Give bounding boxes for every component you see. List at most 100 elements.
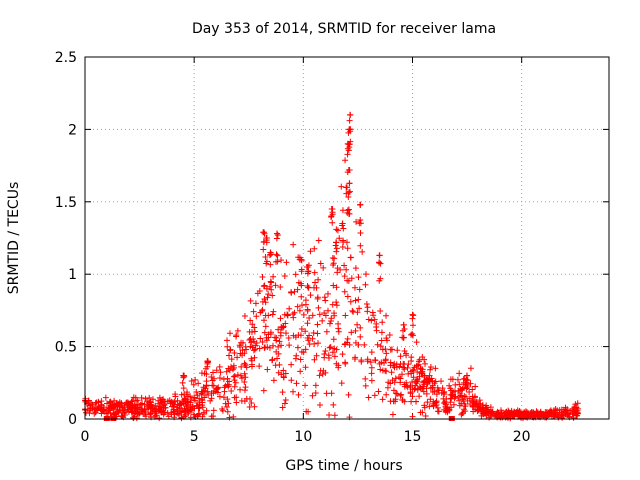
data-point: [234, 354, 241, 361]
data-point: [400, 327, 407, 334]
data-point: [357, 229, 364, 236]
data-point: [344, 151, 351, 158]
data-point: [134, 410, 141, 417]
data-point: [456, 381, 463, 388]
data-point: [179, 379, 186, 386]
data-point: [537, 408, 544, 415]
data-point: [363, 300, 370, 307]
data-point: [551, 411, 558, 418]
data-point: [270, 273, 277, 280]
data-point: [545, 409, 552, 416]
data-point: [251, 328, 258, 335]
data-point: [191, 394, 198, 401]
data-point: [282, 370, 289, 377]
data-point: [460, 397, 467, 404]
data-point: [242, 374, 249, 381]
data-point: [408, 354, 415, 361]
data-point: [329, 301, 336, 308]
data-point: [249, 321, 256, 328]
data-point: [410, 366, 417, 373]
data-point: [234, 327, 241, 334]
data-point: [430, 402, 437, 409]
data-point: [233, 394, 240, 401]
data-point: [119, 407, 126, 414]
data-point: [275, 369, 282, 376]
data-point: [474, 408, 481, 415]
data-point: [184, 407, 191, 414]
data-point: [341, 273, 348, 280]
data-point: [241, 350, 248, 357]
data-point: [199, 389, 206, 396]
data-point: [534, 410, 541, 417]
data-point: [328, 206, 335, 213]
data-point: [311, 269, 318, 276]
data-point: [401, 398, 408, 405]
data-point: [345, 189, 352, 196]
data-point: [427, 396, 434, 403]
data-point: [306, 332, 313, 339]
data-point: [349, 307, 356, 314]
data-point: [464, 372, 471, 379]
data-point: [266, 283, 273, 290]
data-point: [364, 358, 371, 365]
data-point: [409, 367, 416, 374]
data-point: [347, 298, 354, 305]
data-point: [257, 335, 264, 342]
data-point: [467, 365, 474, 372]
data-point: [275, 326, 282, 333]
data-point: [322, 348, 329, 355]
data-point: [180, 372, 187, 379]
data-point: [223, 368, 230, 375]
data-point: [263, 260, 270, 267]
data-point: [232, 379, 239, 386]
data-point: [274, 232, 281, 239]
data-point: [327, 343, 334, 350]
data-point: [321, 294, 328, 301]
y-axis-label: SRMTID / TECUs: [6, 182, 22, 295]
data-point: [351, 284, 358, 291]
data-point: [251, 324, 258, 331]
data-point: [306, 315, 313, 322]
data-point: [315, 276, 322, 283]
data-point: [413, 339, 420, 346]
data-point: [359, 248, 366, 255]
data-point: [511, 408, 518, 415]
data-point: [141, 401, 148, 408]
data-point: [204, 358, 211, 365]
data-point: [348, 275, 355, 282]
data-point: [518, 414, 525, 421]
data-point: [484, 407, 491, 414]
data-point: [421, 377, 428, 384]
data-point: [356, 305, 363, 312]
data-point: [464, 384, 471, 391]
data-point: [149, 405, 156, 412]
data-point: [377, 343, 384, 350]
data-point: [266, 252, 273, 259]
data-point: [254, 290, 261, 297]
data-point: [306, 341, 313, 348]
data-point: [238, 363, 245, 370]
data-point: [231, 349, 238, 356]
data-point: [277, 284, 284, 291]
x-tick-label: 15: [404, 429, 422, 445]
data-point: [335, 320, 342, 327]
data-point: [143, 413, 150, 420]
data-point: [357, 242, 364, 249]
data-point: [414, 386, 421, 393]
data-point: [413, 380, 420, 387]
data-point: [236, 342, 243, 349]
data-point: [241, 360, 248, 367]
data-point: [323, 328, 330, 335]
data-point: [210, 407, 217, 414]
data-point: [345, 206, 352, 213]
data-point: [282, 397, 289, 404]
data-point: [270, 308, 277, 315]
data-point: [339, 351, 346, 358]
data-point: [339, 220, 346, 227]
data-point: [198, 396, 205, 403]
data-point: [441, 400, 448, 407]
data-point: [346, 188, 353, 195]
data-point: [298, 326, 305, 332]
data-point: [351, 355, 358, 362]
data-point: [396, 363, 403, 370]
